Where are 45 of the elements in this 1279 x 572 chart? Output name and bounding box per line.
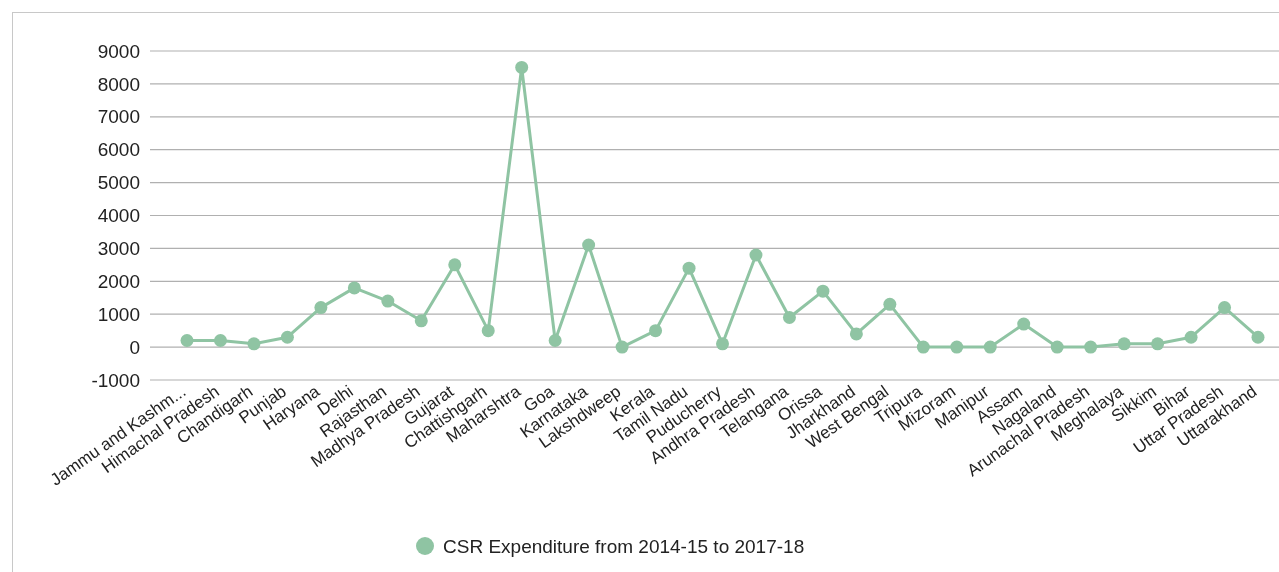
point <box>1184 330 1198 344</box>
point <box>816 284 830 298</box>
point <box>414 314 428 328</box>
point <box>1117 337 1131 351</box>
point <box>381 294 395 308</box>
point <box>649 324 663 338</box>
point <box>247 337 261 351</box>
y-tick-label: 6000 <box>97 139 140 161</box>
point <box>916 340 930 354</box>
point <box>347 281 361 295</box>
y-tick-label: 8000 <box>97 73 140 95</box>
y-tick-label: 2000 <box>97 270 140 292</box>
y-tick-label: 7000 <box>97 106 140 128</box>
y-tick-label: -1000 <box>91 369 140 391</box>
point <box>682 261 696 275</box>
y-tick-label: 0 <box>129 336 140 358</box>
point <box>280 330 294 344</box>
point <box>548 334 562 348</box>
point <box>615 340 629 354</box>
point <box>1017 317 1031 331</box>
point <box>448 258 462 272</box>
point <box>1251 330 1265 344</box>
point <box>849 327 863 341</box>
point <box>1050 340 1064 354</box>
point <box>749 248 763 262</box>
point <box>213 334 227 348</box>
point <box>481 324 495 338</box>
point <box>515 60 529 74</box>
point <box>1218 301 1232 315</box>
y-tick-label: 4000 <box>97 205 140 227</box>
point <box>782 310 796 324</box>
y-tick-label: 1000 <box>97 303 140 325</box>
point <box>950 340 964 354</box>
point <box>883 297 897 311</box>
point <box>716 337 729 351</box>
y-tick-label: 9000 <box>97 40 140 62</box>
legend-label: CSR Expenditure from 2014-15 to 2017-18 <box>443 535 805 557</box>
point <box>582 238 596 252</box>
point <box>983 340 997 354</box>
point <box>1084 340 1098 354</box>
y-tick-label: 5000 <box>97 172 140 194</box>
point <box>1151 337 1165 351</box>
point <box>180 334 194 348</box>
point <box>314 301 328 315</box>
y-tick-label: 3000 <box>97 238 140 260</box>
